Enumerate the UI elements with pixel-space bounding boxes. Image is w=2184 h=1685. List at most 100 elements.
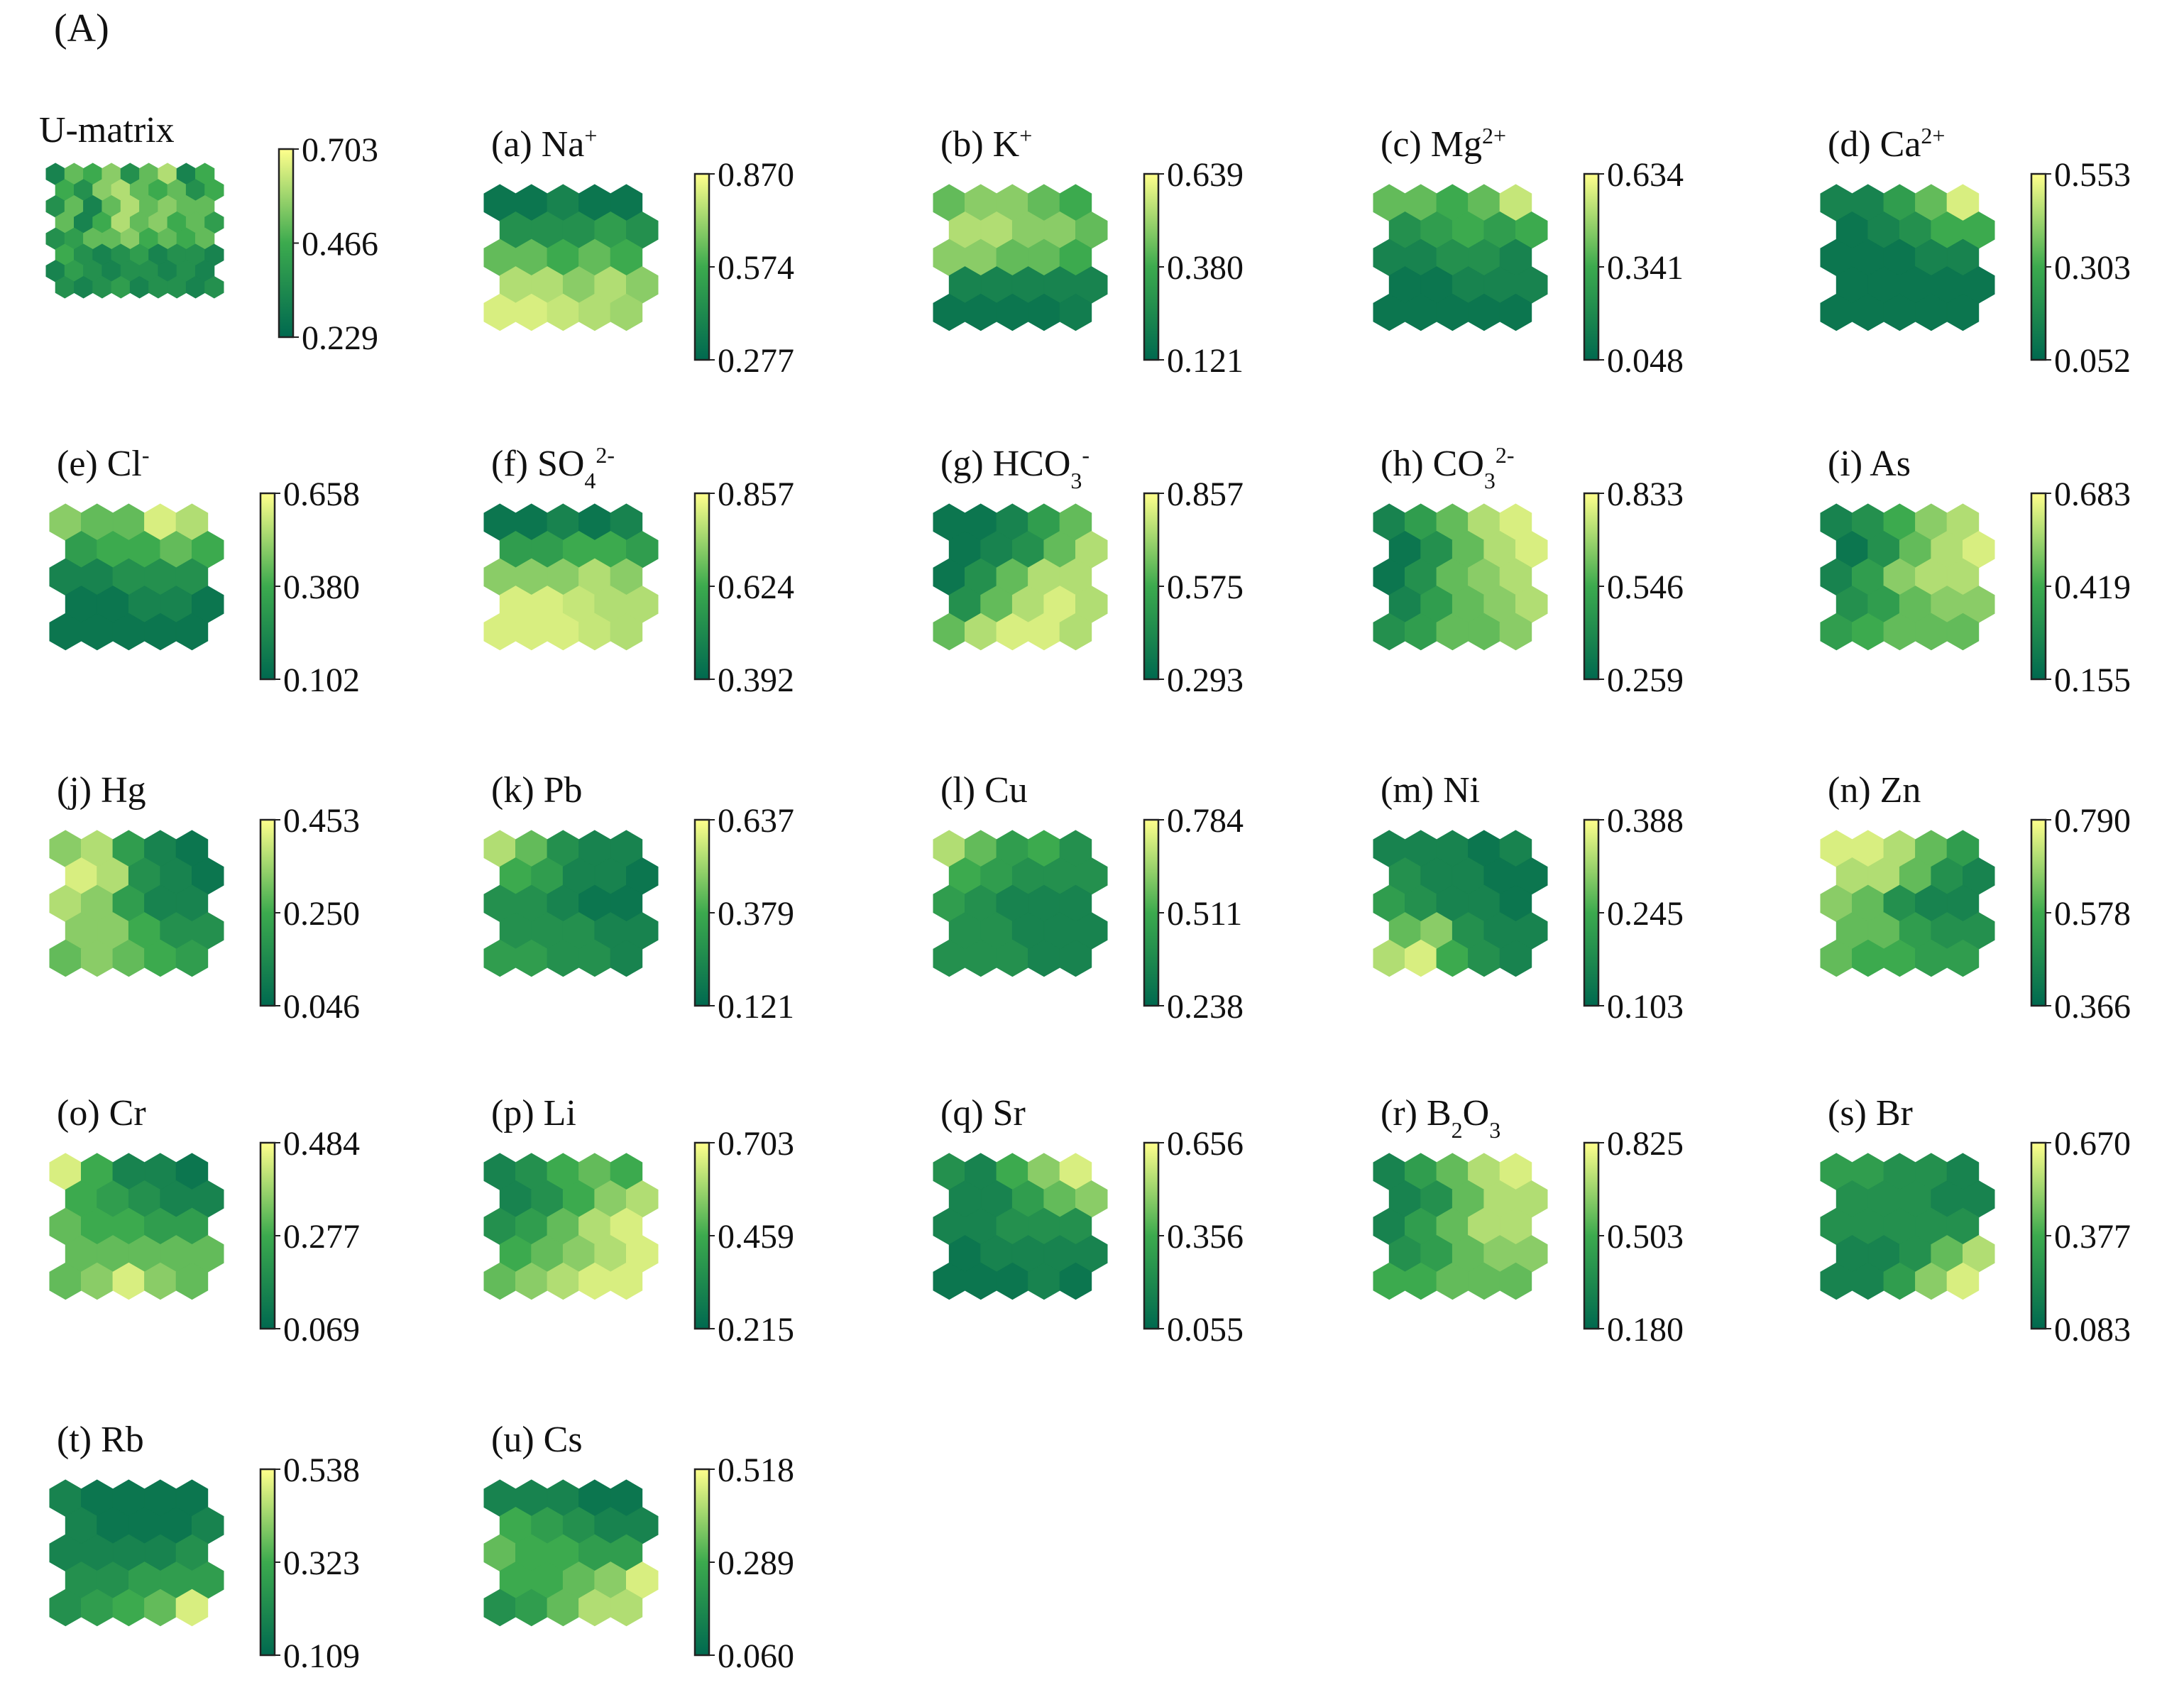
colorbar-tick-label: 0.503	[1607, 1218, 1684, 1256]
component-plane-panel: (s) Br 0.670 0.377 0.083	[1820, 1093, 2131, 1349]
colorbar-tick-label: 0.833	[1607, 476, 1684, 513]
hex-map	[49, 830, 224, 977]
colorbar-tick-label: 0.511	[1167, 895, 1242, 933]
component-plane-panel: (u) Cs 0.518 0.289 0.060	[483, 1420, 794, 1675]
colorbar-tick-label: 0.634	[1607, 156, 1684, 194]
colorbar	[693, 492, 710, 681]
panel-title: (u) Cs	[491, 1420, 583, 1460]
component-plane-panel: (q) Sr 0.656 0.356 0.055	[933, 1093, 1244, 1349]
component-plane-panel: (d) Ca2+ 0.553 0.303 0.052	[1820, 123, 2131, 380]
hex-map	[49, 1479, 224, 1627]
hex-cell	[1059, 613, 1092, 651]
colorbar	[278, 148, 295, 339]
panel-title: (s) Br	[1828, 1093, 1913, 1134]
component-plane-panel: (o) Cr 0.484 0.277 0.069	[49, 1093, 360, 1349]
panel-title-part: (l) Cu	[940, 770, 1028, 811]
colorbar-tick-label: 0.703	[718, 1125, 794, 1163]
hex-map	[933, 830, 1108, 977]
component-plane-panel: (f) SO42- 0.857 0.624 0.392	[483, 442, 794, 699]
panel-title: (t) Rb	[57, 1420, 144, 1460]
colorbar	[693, 1141, 710, 1330]
colorbar	[259, 1141, 276, 1330]
colorbar-tick-label: 0.546	[1607, 569, 1684, 606]
panel-title-part: (o) Cr	[57, 1093, 146, 1134]
panel-title: (a) Na+	[491, 123, 597, 165]
hex-cell	[1059, 939, 1092, 977]
panel-title: U-matrix	[39, 110, 175, 150]
colorbar-tick-label: 0.870	[718, 156, 794, 194]
colorbar	[1143, 492, 1160, 681]
panel-title-part: (b) K	[940, 124, 1020, 165]
panel-title-part: (h) CO	[1381, 444, 1484, 484]
panel-title-part: (d) Ca	[1828, 124, 1921, 165]
panel-title-part: 2+	[1921, 123, 1945, 148]
hex-map	[483, 503, 659, 651]
hex-map	[1820, 503, 1995, 651]
colorbar	[259, 818, 276, 1007]
hex-cell	[1499, 613, 1532, 651]
hex-map	[483, 1153, 659, 1300]
panel-title-part: (e) Cl	[57, 444, 142, 484]
panel-title: (e) Cl-	[57, 442, 150, 484]
colorbar-tick-label: 0.380	[283, 569, 360, 606]
hex-cell	[1499, 293, 1532, 331]
hex-map	[1820, 1153, 1995, 1300]
hex-map	[1373, 830, 1548, 977]
component-plane-panel: (r) B2O3 0.825 0.503 0.180	[1373, 1093, 1684, 1349]
hex-map	[1820, 184, 1995, 331]
component-plane-panel: (p) Li 0.703 0.459 0.215	[483, 1093, 794, 1349]
colorbar-tick-label: 0.538	[283, 1451, 360, 1489]
panel-title-part: -	[142, 442, 150, 468]
hex-cell	[175, 613, 209, 651]
hex-map	[49, 1153, 224, 1300]
colorbar-tick-label: 0.259	[1607, 662, 1684, 699]
colorbar-tick-label: 0.518	[718, 1451, 794, 1489]
hex-cell	[1946, 939, 1980, 977]
panel-title: (n) Zn	[1828, 770, 1921, 811]
colorbar-tick-label: 0.388	[1607, 802, 1684, 840]
colorbar-tick-label: 0.790	[2054, 802, 2131, 840]
panel-title: (j) Hg	[57, 770, 146, 811]
colorbar-tick-label: 0.703	[302, 131, 378, 169]
colorbar-tick-label: 0.784	[1167, 802, 1244, 840]
colorbar-tick-label: 0.380	[1167, 249, 1244, 287]
colorbar-tick-label: 0.356	[1167, 1218, 1244, 1256]
panel-title-part: (a) Na	[491, 124, 584, 165]
hex-map	[1373, 503, 1548, 651]
hex-cell	[1946, 1262, 1980, 1300]
panel-title-part: 2	[1452, 1117, 1463, 1143]
colorbar-tick-label: 0.670	[2054, 1125, 2131, 1163]
colorbar-tick-label: 0.341	[1607, 249, 1684, 287]
component-plane-panel: (t) Rb 0.538 0.323 0.109	[49, 1420, 360, 1675]
colorbar-tick-label: 0.379	[718, 895, 794, 933]
colorbar	[1143, 818, 1160, 1007]
panel-title-part: (g) HCO	[940, 444, 1070, 484]
colorbar-tick-label: 0.055	[1167, 1311, 1244, 1349]
hex-map	[1373, 1153, 1548, 1300]
panel-title-part: (i) As	[1828, 444, 1911, 484]
colorbar-tick-label: 0.323	[283, 1544, 360, 1582]
panel-title: (q) Sr	[940, 1093, 1026, 1134]
panel-title: (p) Li	[491, 1093, 576, 1134]
figure-label: (A)	[54, 6, 109, 50]
colorbar	[2030, 818, 2047, 1007]
colorbar-tick-label: 0.155	[2054, 662, 2131, 699]
panel-title: (b) K+	[940, 123, 1032, 165]
hex-cell	[1946, 613, 1980, 651]
colorbar-tick-label: 0.121	[1167, 342, 1244, 380]
component-plane-panel: (g) HCO3- 0.857 0.575 0.293	[933, 442, 1244, 699]
panel-title-part: 2-	[1496, 442, 1515, 468]
colorbar-tick-label: 0.683	[2054, 476, 2131, 513]
panel-title-part: +	[1019, 123, 1032, 148]
colorbar	[2030, 1141, 2047, 1330]
panel-title-part: (p) Li	[491, 1093, 576, 1134]
hex-map	[483, 830, 659, 977]
colorbar-tick-label: 0.052	[2054, 342, 2131, 380]
hex-map	[483, 184, 659, 331]
panel-title-part: 3	[1070, 468, 1082, 493]
panel-title-part: (c) Mg	[1381, 124, 1482, 165]
component-plane-panel: (h) CO32- 0.833 0.546 0.259	[1373, 442, 1684, 699]
colorbar-tick-label: 0.215	[718, 1311, 794, 1349]
panel-title: (c) Mg2+	[1381, 123, 1506, 165]
